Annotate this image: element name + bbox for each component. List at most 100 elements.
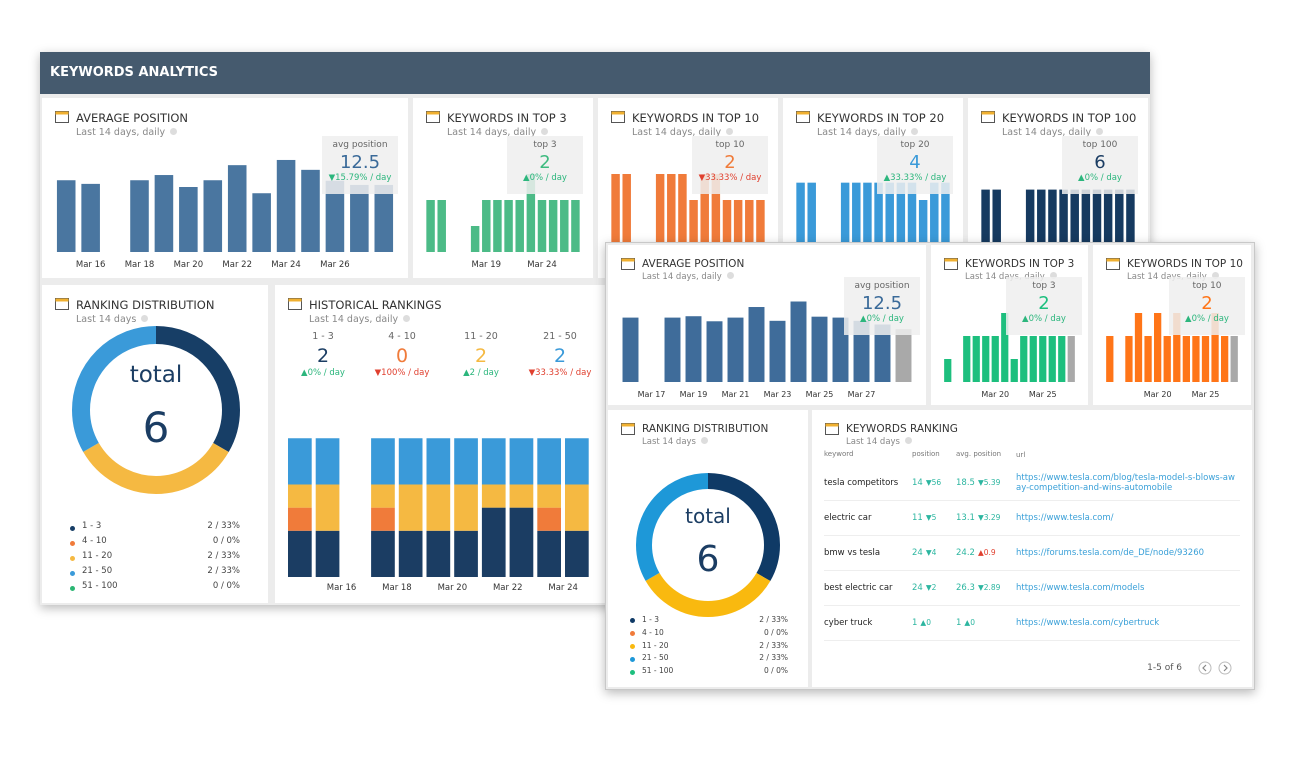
button-circle	[1198, 661, 1212, 675]
bar	[276, 159, 296, 252]
column-header: position	[912, 450, 940, 458]
bar	[796, 182, 805, 252]
bar	[1081, 189, 1091, 252]
widget-icon	[825, 423, 839, 435]
icon-bar	[55, 111, 69, 115]
legend-item: 51 - 100 0 / 0%	[70, 581, 240, 596]
stacked-segment	[565, 530, 589, 577]
legend-item: 21 - 50 2 / 33%	[630, 653, 788, 666]
url-link[interactable]: https://www.tesla.com/cybertruck	[1016, 618, 1160, 628]
bar	[470, 226, 480, 252]
x-tick-label: Mar 20	[438, 583, 468, 593]
widget-title: KEYWORDS IN TOP 10	[1127, 258, 1243, 270]
stacked-segment	[565, 438, 589, 485]
stat-value: 12.5	[861, 293, 903, 314]
bar	[756, 200, 765, 252]
history-stat-change: ▼100% / day	[374, 368, 430, 378]
bar	[1059, 189, 1068, 252]
stacked-segment	[398, 530, 423, 577]
bar	[1134, 313, 1143, 382]
avg-position-cell: 13.1 ▼3.29	[956, 513, 1016, 523]
info-icon	[726, 272, 734, 279]
legend-name: 51 - 100	[82, 581, 118, 591]
legend-name: 4 - 10	[642, 627, 664, 637]
x-tick-label: Mar 24	[271, 260, 301, 270]
stacked-segment	[537, 484, 561, 508]
widget-card: KEYWORDS IN TOP 3 Last 14 days, daily Mar …	[931, 245, 1088, 405]
x-tick-label: Mar 26	[320, 260, 350, 270]
bar	[664, 317, 681, 382]
widget-subtitle: Last 14 days, daily	[1127, 272, 1219, 282]
widget-card: KEYWORDS RANKING Last 14 days keyword posit…	[812, 410, 1252, 687]
bar	[1230, 336, 1238, 382]
donut-segment	[636, 473, 780, 617]
history-stat-value: 2	[316, 345, 330, 367]
stat-box: top 20 4 ▲33.33% / day	[877, 136, 953, 194]
prev-page-button[interactable]	[1198, 661, 1212, 675]
bar	[622, 174, 631, 252]
avg-position: 13.1	[956, 513, 975, 523]
stacked-segment	[565, 484, 589, 531]
widget-title: KEYWORDS IN TOP 20	[817, 111, 945, 125]
widget-title: AVERAGE POSITION	[76, 111, 189, 125]
widget-icon	[1106, 258, 1120, 270]
info-icon	[1211, 272, 1219, 279]
stat-label: top 3	[533, 140, 557, 150]
widget-icon	[611, 111, 625, 123]
url-link[interactable]: https://www.tesla.com/models	[1016, 583, 1145, 593]
front-panel: AVERAGE POSITION Last 14 days, daily Mar 1…	[605, 242, 1255, 690]
x-tick-label: Mar 16	[327, 583, 357, 593]
stat-box: top 100 6 ▲0% / day	[1062, 136, 1138, 194]
stat-label: top 20	[900, 140, 930, 150]
icon-bar	[796, 111, 810, 115]
x-tick-label: Mar 22	[222, 260, 252, 270]
bar	[325, 180, 345, 252]
donut-chart: total 6	[72, 326, 240, 494]
bar	[1103, 189, 1113, 252]
icon-bar	[611, 111, 625, 115]
stat-label: top 3	[1032, 281, 1056, 291]
bar	[685, 316, 702, 382]
widget-title: KEYWORDS IN TOP 3	[965, 258, 1075, 270]
bar	[733, 200, 743, 252]
widget-title: KEYWORDS IN TOP 10	[632, 111, 760, 125]
bar	[700, 174, 709, 252]
position-cell: 1 ▲0	[912, 618, 956, 628]
bar-chart: Mar 20 Mar 25	[944, 313, 1075, 399]
url-link[interactable]: https://forums.tesla.com/de_DE/node/9326…	[1016, 548, 1205, 558]
bar	[1037, 189, 1046, 252]
bar	[1010, 359, 1018, 382]
widget-card: KEYWORDS IN TOP 3 Last 14 days, daily Mar …	[413, 98, 593, 278]
history-stat-change: ▲2 / day	[463, 368, 499, 378]
next-page-button[interactable]	[1218, 661, 1232, 675]
bar	[1126, 189, 1135, 252]
bar	[930, 182, 939, 252]
info-icon	[403, 315, 411, 322]
keywords-table: keyword position avg. position url tesla com…	[824, 450, 1240, 641]
bar	[426, 200, 435, 252]
legend-item: 11 - 20 2 / 33%	[70, 551, 240, 566]
legend-dot	[70, 540, 75, 546]
bar	[706, 321, 723, 382]
table-header: keyword position avg. position url	[824, 450, 1240, 466]
stat-value: 2	[539, 152, 551, 173]
position-cell: 11 ▼5	[912, 513, 956, 523]
url-link[interactable]: https://www.tesla.com/blog/tesla-model-s…	[1016, 473, 1235, 493]
x-tick-label: Mar 24	[527, 260, 557, 270]
icon-bar	[55, 298, 69, 302]
table-row: bmw vs tesla 24 ▼4 24.2 ▲0.9 https://forums.t…	[824, 536, 1240, 571]
widget-card: AVERAGE POSITION Last 14 days, daily Mar 1…	[42, 98, 408, 278]
legend-value: 0 / 0%	[764, 666, 788, 676]
stat-value: 2	[724, 152, 736, 173]
stacked-segment	[426, 438, 451, 485]
stacked-segment	[426, 484, 451, 531]
stacked-segment	[315, 438, 340, 485]
bar	[1211, 313, 1219, 382]
url-link[interactable]: https://www.tesla.com/	[1016, 513, 1114, 523]
x-tick-label: Mar 20	[1144, 390, 1172, 399]
avg-change: ▲0.9	[977, 548, 996, 557]
stacked-segment	[288, 484, 312, 508]
bar	[941, 182, 950, 252]
stacked-segment	[371, 438, 395, 485]
